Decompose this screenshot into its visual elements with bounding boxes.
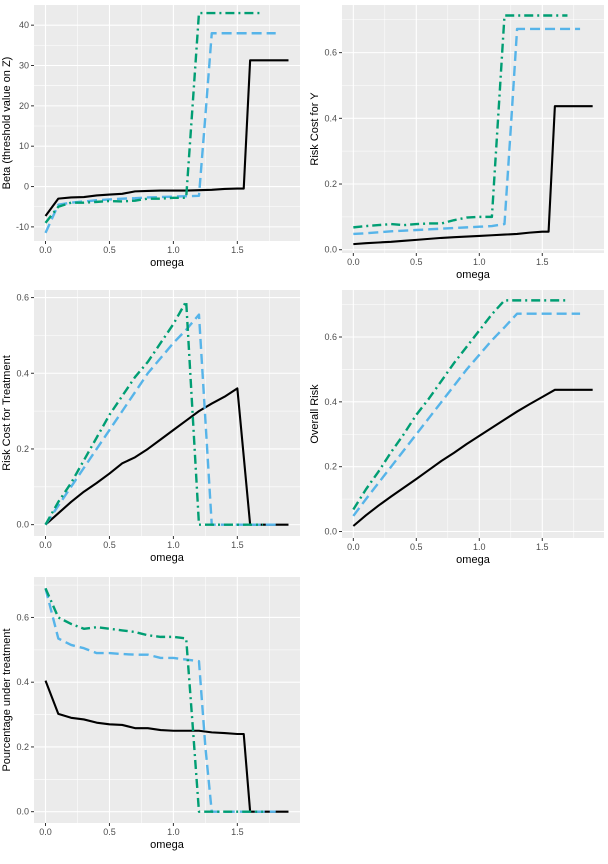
series-line-3 [44,587,263,813]
y-tick-label: 0.2 [16,742,29,752]
x-tick-label: 0.0 [347,257,360,267]
chart-panel-3: 0.0 0.5 1.0 1.5 0.0 0.2 0.4 0.6 omega Risk Cost f… [1,290,300,564]
y-tick-label: 0.4 [324,113,337,123]
y-tick-label: 0.2 [324,179,337,189]
x-tick-label: 1.0 [167,827,180,837]
chart-panel-1: 0.0 0.5 1.0 1.5 -10 0 10 20 30 40 omega Beta (thres… [1,5,300,269]
x-tick-label: 1.0 [473,542,486,552]
series-line-2 [44,588,276,813]
y-tick-label: 40 [19,20,29,30]
series-line-2 [352,312,581,517]
x-axis-title: omega [456,269,491,281]
y-axis-title: Pourcentage under treatment [1,628,13,771]
x-tick-label: 1.0 [167,540,180,550]
x-axis-title: omega [150,552,185,564]
y-tick-label: 0.6 [16,612,29,622]
series-line-3 [44,300,263,526]
x-tick-label: 1.5 [536,257,549,267]
y-tick-label: 0.0 [16,520,29,530]
y-tick-label: 30 [19,61,29,71]
series-line-1 [353,105,593,246]
x-tick-label: 0.5 [103,540,116,550]
series-line-3 [353,14,568,229]
x-tick-label: 1.0 [473,257,486,267]
y-tick-label: 0.0 [324,245,337,255]
x-axis-title: omega [456,554,491,566]
y-tick-label: 0.4 [16,368,29,378]
y-axis-title: Risk Cost for Treatment [1,355,13,471]
x-tick-label: 0.0 [347,542,360,552]
y-tick-label: 0.6 [324,332,337,342]
y-axis-title: Beta (threshold value on Z) [1,57,13,190]
x-tick-label: 0.5 [410,257,423,267]
y-tick-label: 20 [19,101,29,111]
y-tick-label: 0 [24,182,29,192]
y-tick-label: -10 [16,222,29,232]
series-line-3 [352,299,568,511]
y-tick-label: 0.6 [324,48,337,58]
series-line-1 [44,680,289,813]
y-tick-label: 0.0 [324,527,337,537]
x-tick-label: 1.5 [231,827,244,837]
plot-background [34,5,300,241]
x-tick-label: 0.5 [103,245,116,255]
chart-panel-4: 0.0 0.5 1.0 1.5 0.0 0.2 0.4 0.6 omega Overall Ris… [309,290,604,566]
y-axis-title: Risk Cost for Y [309,92,321,166]
x-axis-title: omega [150,257,185,269]
x-tick-label: 0.5 [410,542,423,552]
y-tick-label: 0.2 [16,444,29,454]
y-tick-label: 0.0 [16,807,29,817]
x-tick-label: 0.0 [39,245,52,255]
x-tick-label: 0.5 [103,827,116,837]
y-tick-label: 10 [19,141,29,151]
x-tick-label: 0.0 [39,540,52,550]
y-tick-label: 0.2 [324,462,337,472]
y-tick-label: 0.4 [324,397,337,407]
chart-panel-5: 0.0 0.5 1.0 1.5 0.0 0.2 0.4 0.6 omega Pourcentage… [1,577,300,851]
series-line-1 [352,388,593,527]
plot-background [34,577,300,823]
y-tick-label: 0.6 [16,293,29,303]
chart-panel-2: 0.0 0.5 1.0 1.5 0.0 0.2 0.4 0.6 omega Risk Cost f… [309,5,604,281]
series-line-3 [44,11,263,224]
x-tick-label: 1.5 [536,542,549,552]
x-tick-label: 1.5 [231,245,244,255]
x-tick-label: 0.0 [39,827,52,837]
x-tick-label: 1.0 [167,245,180,255]
series-line-2 [44,32,276,234]
series-line-1 [44,387,289,526]
plot-background [342,5,604,253]
plot-background [342,290,604,538]
x-tick-label: 1.5 [231,540,244,550]
series-line-2 [353,27,581,236]
y-tick-label: 0.4 [16,677,29,687]
series-line-1 [44,59,289,217]
x-axis-title: omega [150,839,185,851]
y-axis-title: Overall Risk [309,384,321,444]
